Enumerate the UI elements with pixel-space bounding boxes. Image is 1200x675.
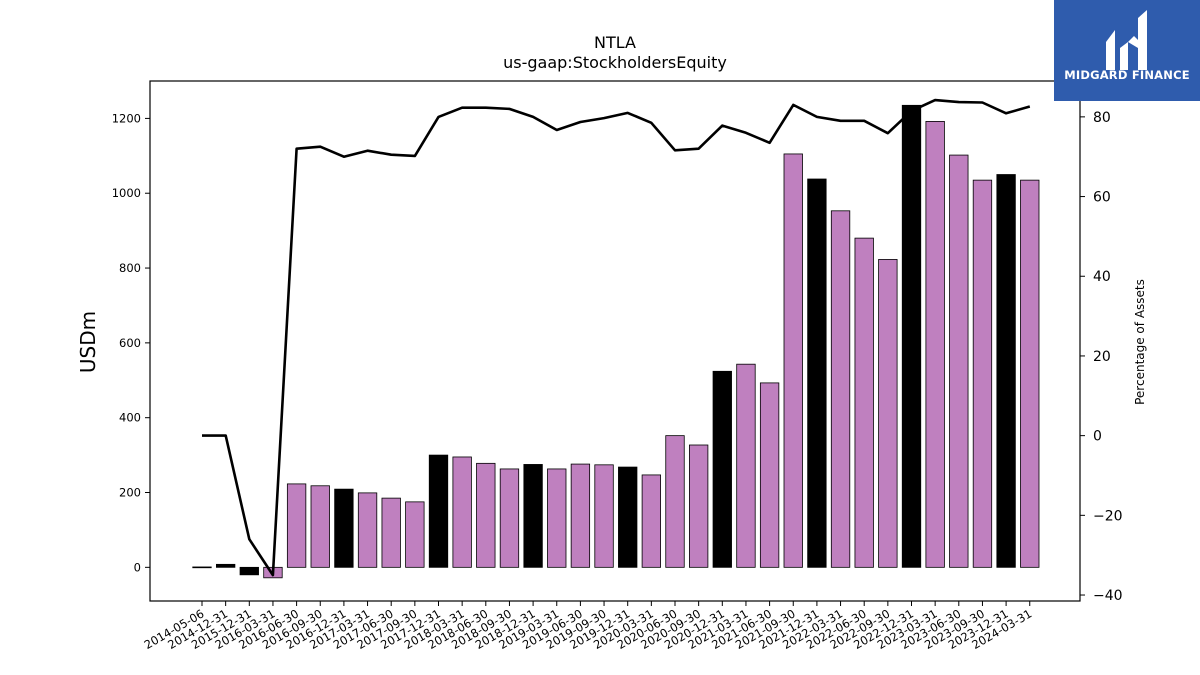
bar-2021-06-30 <box>759 382 780 568</box>
y2-tick-label-20: 20 <box>1093 349 1111 365</box>
bar-2018-12-31 <box>523 464 543 568</box>
y-tick-label-600: 600 <box>119 336 141 350</box>
logo-text: MIDGARD FINANCE <box>1064 68 1190 82</box>
bar-2019-09-30 <box>594 464 614 568</box>
bar-2015-12-31 <box>239 566 259 576</box>
percentage-line <box>202 98 1031 577</box>
y2-tick-label-60: 60 <box>1093 190 1111 206</box>
plot-frame <box>149 80 1081 602</box>
bar-2019-06-30 <box>570 463 591 568</box>
bar-2020-09-30 <box>689 444 709 568</box>
bar-2021-09-30 <box>783 153 803 568</box>
bar-2017-06-30 <box>381 497 401 568</box>
y-tick-label-0: 0 <box>134 560 141 574</box>
logo-mark-icon <box>1106 10 1147 70</box>
bar-2022-12-31 <box>901 104 922 568</box>
bar-2021-03-31 <box>736 363 756 568</box>
bar-2018-06-30 <box>476 462 496 568</box>
bar-2023-09-30 <box>972 179 993 568</box>
bar-2014-05-06 <box>192 566 212 569</box>
y2-tick-label-0: 0 <box>1093 429 1102 445</box>
bar-2016-12-31 <box>334 488 354 568</box>
y2-tick-label-40: 40 <box>1093 269 1111 285</box>
y-tick-label-1200: 1200 <box>112 111 141 125</box>
bar-2020-06-30 <box>665 435 685 568</box>
bar-2017-09-30 <box>405 501 425 568</box>
y-tick-label-400: 400 <box>119 411 141 425</box>
y2-tick-label--40: −40 <box>1093 588 1123 604</box>
bar-2023-12-31 <box>996 174 1016 568</box>
bar-2020-03-31 <box>641 474 661 568</box>
y2-tick-label-80: 80 <box>1093 110 1111 126</box>
chart-title: NTLA <box>594 33 636 52</box>
bar-2022-09-30 <box>878 259 898 568</box>
bar-2019-12-31 <box>618 466 638 568</box>
bar-2017-03-31 <box>357 492 378 568</box>
bar-2020-12-31 <box>712 370 732 568</box>
bar-2018-09-30 <box>499 468 520 568</box>
y-tick-label-200: 200 <box>119 486 141 500</box>
y2-tick-label--20: −20 <box>1093 508 1123 524</box>
bar-2021-12-31 <box>807 178 827 568</box>
bar-2018-03-31 <box>452 456 472 568</box>
midgard-finance-logo: MIDGARD FINANCE <box>1054 0 1200 101</box>
bar-2014-12-31 <box>215 563 236 568</box>
bar-2023-06-30 <box>949 154 969 568</box>
chart-subtitle: us-gaap:StockholdersEquity <box>503 53 727 72</box>
bar-2019-03-31 <box>547 468 567 568</box>
bar-2016-09-30 <box>310 485 330 568</box>
y-tick-label-1000: 1000 <box>112 186 141 200</box>
bar-2016-06-30 <box>286 483 307 568</box>
y-tick-label-800: 800 <box>119 261 141 275</box>
bar-2022-06-30 <box>854 237 874 568</box>
bar-2017-12-31 <box>428 454 449 568</box>
bar-2022-03-31 <box>830 210 851 568</box>
bar-2024-03-31 <box>1020 179 1040 568</box>
bar-2023-03-31 <box>925 121 945 568</box>
